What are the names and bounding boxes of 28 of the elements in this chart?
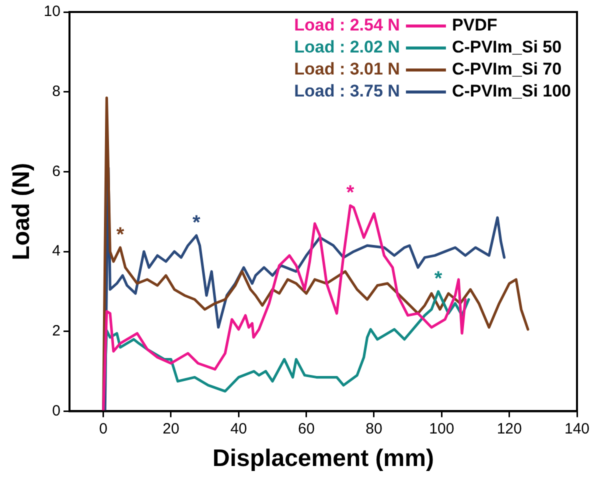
y-tick-label: 2 [52,322,60,340]
y-axis-title: Load (N) [8,162,36,260]
y-tick-label: 0 [52,402,60,420]
annotation: Load : 3.01 N [294,60,400,79]
annotation: * [116,224,124,246]
x-axis-title: Displacement (mm) [212,445,434,472]
x-tick-label: 0 [99,420,108,438]
y-tick-label: 6 [52,162,60,180]
x-tick-label: 120 [496,420,522,438]
annotation: Load : 2.54 N [294,16,400,35]
y-tick-label: 4 [52,242,60,260]
legend-label: C-PVIm_Si 50 [452,38,562,57]
x-tick-label: 80 [366,420,382,438]
annotation: Load : 3.75 N [294,82,400,101]
x-tick-label: 140 [564,420,590,438]
annotation: * [346,182,354,204]
legend-label: C-PVIm_Si 70 [452,60,562,79]
legend-label: C-PVIm_Si 100 [452,82,572,101]
legend-label: PVDF [452,16,498,35]
x-tick-label: 40 [230,420,247,438]
x-tick-label: 60 [298,420,315,438]
annotation: * [192,212,200,234]
y-tick-label: 8 [52,82,60,100]
annotation: Load : 2.02 N [294,38,400,57]
annotation: * [434,268,442,290]
x-tick-label: 100 [429,420,454,438]
x-tick-label: 20 [162,420,180,438]
y-tick-label: 10 [44,3,60,20]
